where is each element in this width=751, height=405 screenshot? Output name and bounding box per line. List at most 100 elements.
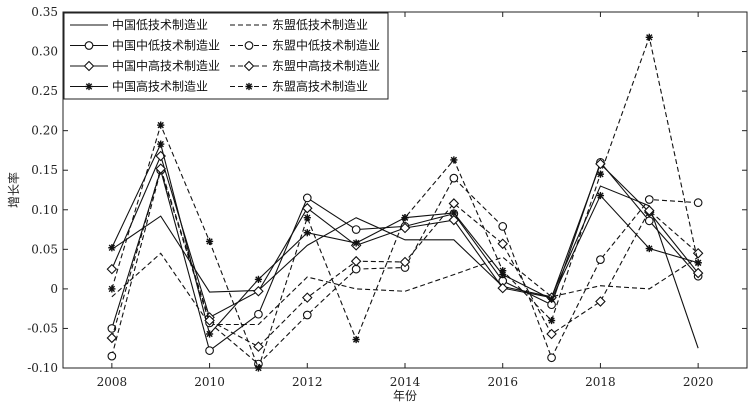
- x-tick-label: 2018: [585, 375, 616, 389]
- y-tick-label: 0.10: [31, 203, 58, 217]
- legend-item: 中国低技术制造业: [70, 17, 208, 32]
- data-point: [108, 244, 116, 252]
- x-tick-label: 2012: [292, 375, 323, 389]
- legend-item: 东盟中低技术制造业: [230, 38, 380, 53]
- legend-marker: [83, 60, 95, 72]
- data-point: [106, 263, 118, 275]
- data-point: [157, 140, 165, 148]
- data-point: [401, 214, 409, 222]
- data-point: [645, 33, 653, 41]
- legend-label: 中国中高技术制造业: [112, 58, 220, 73]
- y-tick-label: 0.20: [31, 124, 58, 138]
- x-tick-label: 2014: [390, 375, 421, 389]
- data-point: [595, 296, 606, 307]
- legend-marker: [243, 60, 255, 72]
- data-point: [157, 121, 165, 129]
- x-axis-title: 年份: [393, 389, 417, 403]
- data-point: [352, 239, 360, 247]
- data-point: [448, 214, 460, 226]
- x-tick-label: 2020: [683, 375, 714, 389]
- legend-label: 中国高技术制造业: [112, 79, 208, 94]
- data-point: [155, 163, 166, 174]
- data-point: [303, 214, 311, 222]
- data-point: [449, 173, 459, 183]
- legend-label: 东盟中低技术制造业: [272, 38, 380, 53]
- data-point: [497, 238, 508, 250]
- legend-label: 中国中低技术制造业: [112, 38, 220, 53]
- legend-marker: [84, 41, 94, 50]
- data-point: [205, 346, 214, 355]
- data-point: [254, 309, 263, 319]
- y-tick-label: 0.15: [31, 163, 58, 177]
- data-point: [596, 255, 605, 264]
- legend-label: 东盟低技术制造业: [272, 18, 368, 32]
- x-axis: 2008 2010 2012 2014 2016 2018 2020: [97, 12, 714, 389]
- data-point: [692, 267, 704, 279]
- data-point: [644, 195, 654, 204]
- data-point: [448, 198, 460, 209]
- legend-label: 中国低技术制造业: [112, 17, 208, 32]
- legend-label: 东盟高技术制造业: [272, 79, 368, 94]
- data-point: [204, 315, 215, 326]
- y-tick-label: -0.05: [27, 321, 58, 335]
- data-point: [302, 310, 312, 320]
- data-point: [254, 364, 263, 372]
- data-point: [107, 324, 117, 333]
- data-point: [450, 156, 458, 164]
- data-point: [107, 351, 117, 361]
- data-point: [692, 248, 704, 259]
- data-point: [302, 202, 313, 214]
- data-point: [498, 222, 508, 231]
- data-point: [350, 255, 362, 267]
- series-1: [111, 185, 699, 349]
- data-point: [497, 282, 508, 294]
- legend-marker: [245, 82, 253, 91]
- data-point: [694, 259, 702, 267]
- y-tick-label: 0: [50, 282, 58, 296]
- x-tick-label: 2008: [97, 375, 128, 389]
- legend-marker: [244, 41, 254, 50]
- legend-marker: [85, 82, 93, 91]
- data-point: [205, 330, 214, 338]
- data-point: [546, 328, 557, 340]
- data-point: [302, 193, 312, 203]
- data-point: [499, 267, 507, 275]
- legend-item: 中国中高技术制造业: [70, 58, 220, 73]
- y-axis: -0.10 -0.05 0 0.05 0.10 0.15 0.20 0.25 0.30 0.35: [27, 5, 747, 375]
- series-7: [106, 163, 704, 352]
- series-line: [111, 185, 699, 349]
- y-tick-label: -0.10: [27, 361, 58, 375]
- y-tick-label: 0.25: [31, 84, 58, 98]
- data-point: [352, 335, 360, 344]
- data-point: [645, 244, 653, 253]
- legend-item: 东盟高技术制造业: [230, 79, 368, 94]
- data-point: [644, 205, 655, 216]
- x-tick-label: 2016: [487, 375, 518, 389]
- legend-item: 中国高技术制造业: [70, 79, 208, 94]
- data-point: [253, 341, 264, 352]
- data-point: [399, 256, 411, 268]
- legend-item: 东盟低技术制造业: [230, 18, 368, 32]
- data-point: [108, 285, 116, 293]
- legend-item: 中国中低技术制造业: [70, 38, 220, 53]
- data-point: [547, 295, 556, 303]
- series-5: [111, 252, 699, 326]
- legend-item: 东盟中高技术制造业: [230, 58, 380, 73]
- data-point: [302, 292, 313, 303]
- data-point: [303, 229, 311, 237]
- series-layer: [106, 33, 704, 372]
- data-point: [547, 316, 556, 325]
- data-point: [596, 170, 605, 178]
- y-tick-label: 0.30: [31, 45, 58, 59]
- series-8: [108, 33, 702, 372]
- data-point: [253, 285, 264, 297]
- legend-box: [63, 12, 389, 100]
- data-point: [547, 353, 556, 363]
- data-point: [254, 275, 263, 283]
- data-point: [450, 209, 458, 217]
- y-axis-title: 增长率: [6, 172, 21, 208]
- data-point: [693, 198, 703, 208]
- data-point: [106, 332, 118, 344]
